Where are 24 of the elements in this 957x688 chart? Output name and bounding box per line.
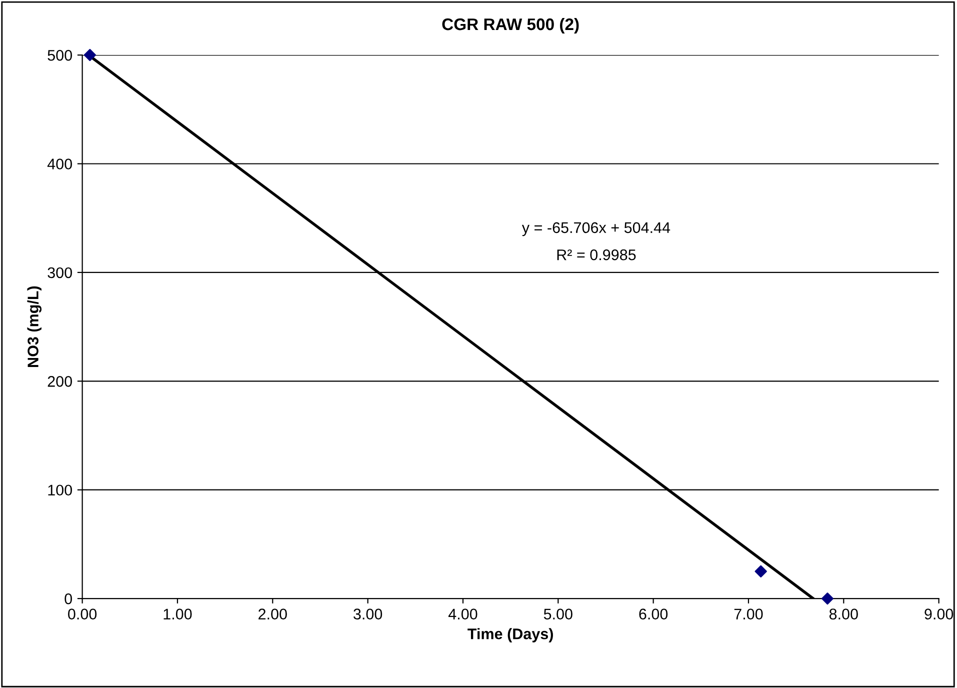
- chart-title: CGR RAW 500 (2): [442, 18, 579, 34]
- point: [84, 48, 96, 62]
- x-tick-label: 6.00: [639, 608, 668, 620]
- y-tick-label: 200: [48, 376, 72, 387]
- x-tick-label: 3.00: [354, 608, 382, 620]
- point: [821, 592, 834, 605]
- y-tick-label: 500: [48, 50, 72, 61]
- y-tick-label: 400: [47, 158, 72, 170]
- x-tick-label: 5.00: [544, 608, 572, 620]
- x-tick-label: 2.00: [258, 608, 287, 620]
- x-tick-label: 7.00: [734, 608, 763, 620]
- x-tick-label: 1.00: [164, 608, 192, 620]
- x-axis-title: Time (Days): [468, 628, 553, 642]
- x-tick-label: 8.00: [829, 608, 858, 620]
- x-tick-label: 0.00: [68, 608, 97, 620]
- y-axis-title: NO3 (mg/L): [27, 286, 42, 367]
- y-tick-label: 0: [64, 593, 72, 604]
- y-tick-label: 100: [48, 484, 72, 496]
- point: [754, 565, 767, 578]
- x-tick-label: 9.00: [924, 608, 954, 620]
- y-tick-label: 300: [48, 267, 72, 278]
- x-tick-label: 4.00: [448, 608, 478, 620]
- annotation: R² = 0.9985: [557, 249, 636, 260]
- annotation: y = -65.706x + 504.44: [522, 222, 670, 236]
